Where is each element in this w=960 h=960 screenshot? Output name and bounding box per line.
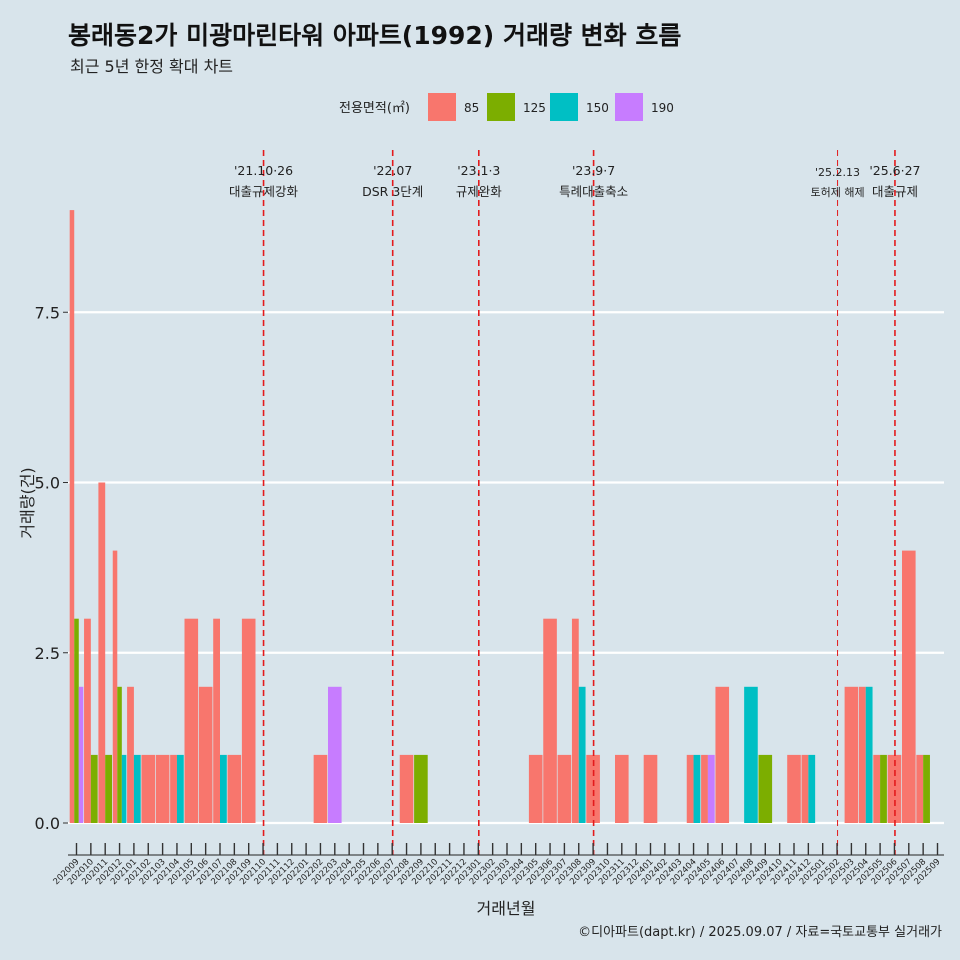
legend-title: 전용면적(㎡)	[339, 101, 410, 116]
bar-202412-85	[801, 754, 809, 823]
bar-202101-85	[127, 686, 134, 823]
event-date: '23.9·7	[572, 163, 615, 178]
y-axis-ticks: 0.0 2.5 5.0 7.5	[35, 303, 68, 833]
bars	[69, 210, 930, 824]
x-axis-title: 거래년월	[477, 899, 536, 918]
bar-202311-85	[615, 754, 629, 823]
bar-202504-85	[858, 686, 866, 823]
bar-202504-150	[865, 686, 873, 823]
bar-202506-85	[887, 754, 902, 823]
bar-202404-85	[686, 754, 694, 823]
bar-202104-150	[176, 754, 184, 823]
bar-202107-85	[213, 618, 220, 823]
bar-202508-125	[923, 754, 930, 823]
source-caption: ©디아파트(dapt.kr) / 2025.09.07 / 자료=국토교통부 실…	[578, 925, 942, 940]
event-label: 특례대출축소	[559, 184, 628, 199]
bar-202209-125	[414, 754, 428, 823]
bar-202508-85	[916, 754, 924, 823]
chart-subtitle: 최근 5년 한정 확대 차트	[70, 57, 234, 76]
bar-202307-85	[557, 754, 572, 823]
legend-label-150: 150	[586, 101, 609, 115]
event-date: '21.10·26	[234, 163, 293, 178]
bar-202011-125	[105, 754, 112, 823]
bar-202411-85	[787, 754, 801, 823]
bar-202409-125	[758, 754, 773, 823]
legend-label-190: 190	[651, 101, 674, 115]
bar-202009-190	[78, 686, 84, 823]
event-date: '25.6·27	[869, 163, 920, 178]
bar-202010-85	[84, 618, 91, 823]
bar-202106-85	[198, 686, 213, 823]
bar-202408-150	[744, 686, 758, 823]
legend-swatch-190	[615, 93, 643, 121]
bar-202305-85	[528, 754, 543, 823]
event-date: '23.1·3	[457, 163, 500, 178]
bar-202010-125	[90, 754, 98, 823]
bar-202102-85	[141, 754, 156, 823]
bar-202012-85	[112, 550, 118, 823]
bar-202309-85	[586, 754, 600, 823]
event-label: 대출규제강화	[229, 184, 299, 199]
legend-label-125: 125	[523, 101, 546, 115]
y-tick-label: 7.5	[35, 303, 60, 322]
bar-202203-190	[328, 686, 342, 823]
bar-202009-85	[69, 210, 75, 824]
bar-202009-125	[74, 618, 79, 823]
y-tick-label: 5.0	[35, 474, 60, 493]
bar-202503-85	[844, 686, 859, 823]
bar-202306-85	[543, 618, 557, 823]
bar-202401-85	[643, 754, 658, 823]
legend-swatch-85	[428, 93, 456, 121]
y-axis-title: 거래량(건)	[18, 467, 37, 538]
bar-202208-85	[399, 754, 414, 823]
event-label: 규제완화	[456, 184, 503, 199]
event-date: '25.2.13	[815, 166, 860, 179]
bar-202101-150	[133, 754, 141, 823]
event-label: 대출규제	[872, 184, 918, 199]
bar-202405-85	[701, 754, 708, 823]
y-tick-label: 2.5	[35, 644, 60, 663]
bar-202505-85	[873, 754, 881, 823]
legend-label-85: 85	[464, 101, 479, 115]
bar-202412-150	[808, 754, 816, 823]
event-label: 토허제 해제	[810, 185, 864, 199]
y-tick-label: 0.0	[35, 814, 60, 833]
bar-202505-125	[880, 754, 887, 823]
bar-202105-85	[184, 618, 199, 823]
bar-202202-85	[313, 754, 328, 823]
bar-202405-190	[707, 754, 715, 823]
bar-202011-85	[98, 482, 106, 823]
bar-202406-85	[715, 686, 730, 823]
bar-202108-85	[227, 754, 242, 823]
bar-202012-150	[121, 754, 127, 823]
event-lines: '21.10·26 대출규제강화 '22.07 DSR 3단계 '23.1·3 규제완화 '…	[229, 150, 921, 855]
chart-title: 봉래동2가 미광마린타워 아파트(1992) 거래량 변화 흐름	[68, 21, 682, 50]
bar-202104-85	[170, 754, 177, 823]
bar-202308-85	[571, 618, 579, 823]
x-axis-ticks: 2020092020102020112020122021012021022021…	[52, 843, 943, 887]
legend-swatch-125	[487, 93, 515, 121]
event-date: '22.07	[373, 163, 412, 178]
bar-202109-85	[241, 618, 256, 823]
bar-202107-150	[220, 754, 227, 823]
legend-swatch-150	[550, 93, 578, 121]
bar-202308-150	[578, 686, 586, 823]
bar-202404-150	[693, 754, 701, 823]
bar-202012-125	[117, 686, 122, 823]
event-label: DSR 3단계	[362, 184, 423, 199]
bar-202103-85	[155, 754, 170, 823]
legend: 전용면적(㎡) 85 125 150 190	[339, 93, 674, 121]
bar-202507-85	[902, 550, 916, 823]
